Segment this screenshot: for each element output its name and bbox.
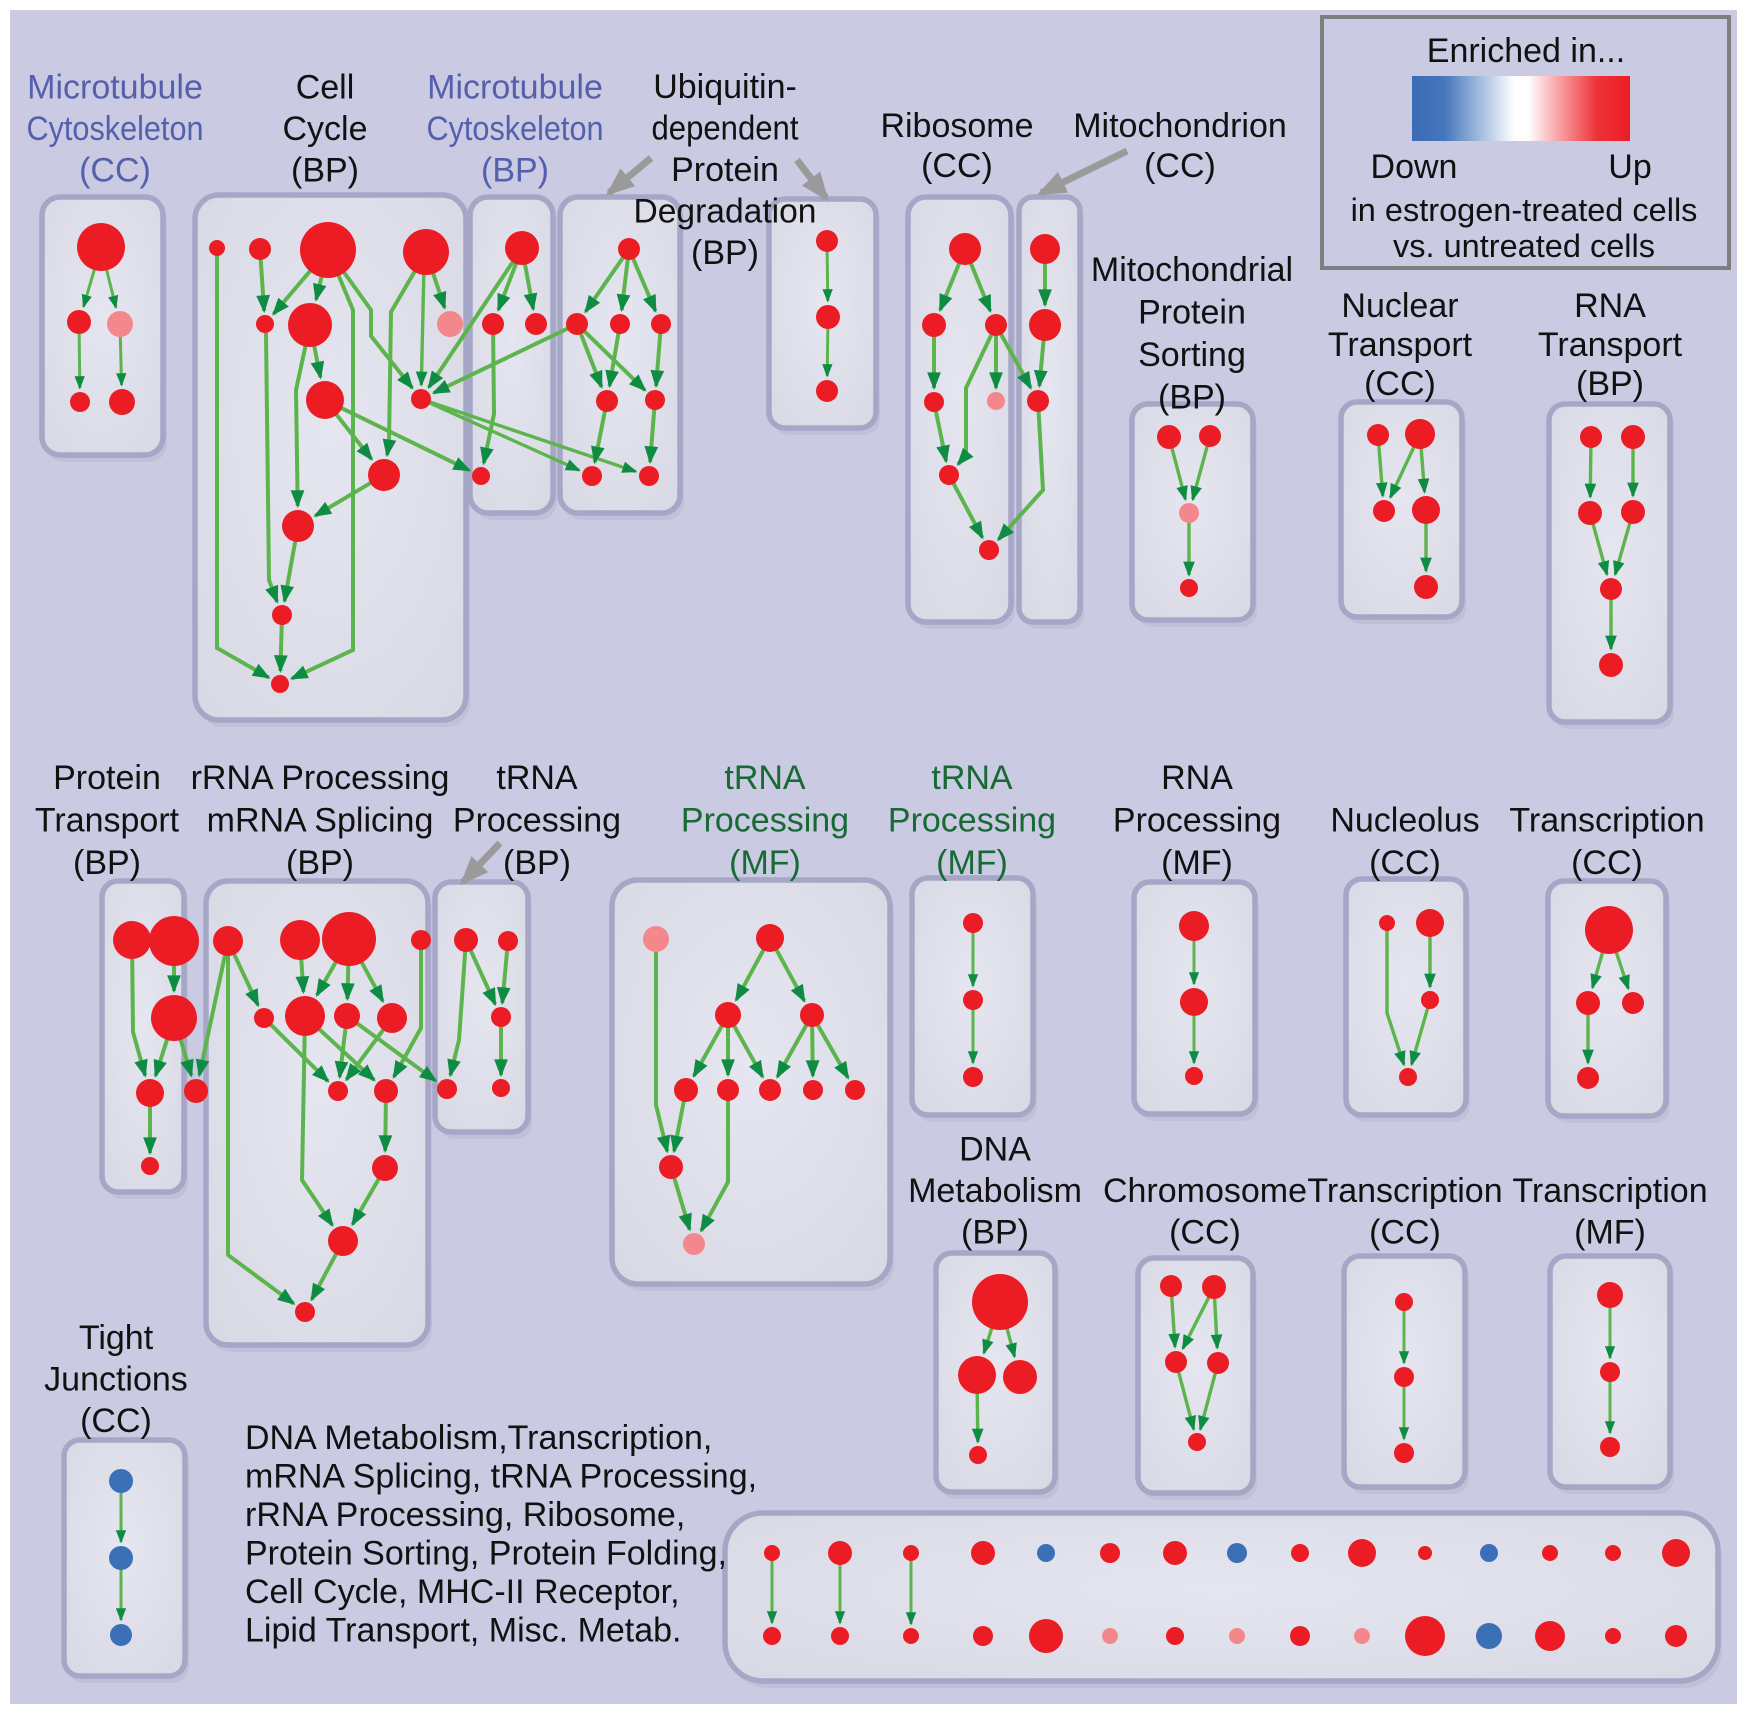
svg-text:(BP): (BP) xyxy=(481,152,549,190)
svg-text:vs. untreated cells: vs. untreated cells xyxy=(1393,228,1655,264)
svg-text:(MF): (MF) xyxy=(1161,844,1233,882)
svg-text:tRNA: tRNA xyxy=(724,759,806,797)
svg-text:(CC): (CC) xyxy=(80,1402,152,1440)
svg-text:(CC): (CC) xyxy=(1144,147,1216,185)
svg-text:tRNA: tRNA xyxy=(496,759,578,797)
svg-text:Transcription: Transcription xyxy=(1512,1172,1707,1210)
svg-text:Transcription: Transcription xyxy=(1509,802,1704,840)
svg-text:Protein: Protein xyxy=(53,759,161,797)
svg-text:(BP): (BP) xyxy=(1576,365,1644,403)
svg-text:mRNA Splicing, tRNA Processing: mRNA Splicing, tRNA Processing, xyxy=(245,1458,757,1496)
svg-text:Microtubule: Microtubule xyxy=(27,69,203,107)
svg-text:Microtubule: Microtubule xyxy=(427,69,603,107)
svg-text:Nucleolus: Nucleolus xyxy=(1330,802,1479,840)
svg-text:Down: Down xyxy=(1371,148,1458,186)
svg-text:(CC): (CC) xyxy=(1571,844,1643,882)
svg-text:(MF): (MF) xyxy=(729,844,801,882)
svg-text:Chromosome: Chromosome xyxy=(1103,1172,1307,1210)
svg-text:Cytoskeleton: Cytoskeleton xyxy=(427,110,604,148)
svg-text:Protein: Protein xyxy=(671,151,779,189)
svg-text:(CC): (CC) xyxy=(1369,844,1441,882)
svg-text:Ubiquitin-: Ubiquitin- xyxy=(653,68,797,106)
svg-text:mRNA Splicing: mRNA Splicing xyxy=(207,802,434,840)
svg-text:(CC): (CC) xyxy=(1364,365,1436,403)
svg-text:(BP): (BP) xyxy=(73,844,141,882)
svg-text:Protein: Protein xyxy=(1138,294,1246,332)
svg-text:Up: Up xyxy=(1608,148,1651,186)
svg-text:Protein Sorting, Protein Foldi: Protein Sorting, Protein Folding, xyxy=(245,1535,727,1573)
svg-text:Transport: Transport xyxy=(1538,326,1683,364)
svg-text:Cell Cycle, MHC-II Receptor,: Cell Cycle, MHC-II Receptor, xyxy=(245,1573,680,1611)
svg-text:Cell: Cell xyxy=(296,69,355,107)
svg-text:Enriched in...: Enriched in... xyxy=(1427,32,1625,70)
svg-text:(CC): (CC) xyxy=(79,152,151,190)
svg-text:(CC): (CC) xyxy=(921,147,993,185)
svg-text:(BP): (BP) xyxy=(286,844,354,882)
svg-text:Metabolism: Metabolism xyxy=(908,1172,1082,1210)
svg-text:RNA: RNA xyxy=(1574,287,1646,325)
svg-text:Processing: Processing xyxy=(888,802,1056,840)
svg-text:Lipid Transport, Misc. Metab.: Lipid Transport, Misc. Metab. xyxy=(245,1612,682,1650)
svg-text:(BP): (BP) xyxy=(691,234,759,272)
svg-text:(CC): (CC) xyxy=(1369,1214,1441,1252)
svg-text:Processing: Processing xyxy=(453,802,621,840)
svg-text:(MF): (MF) xyxy=(1574,1214,1646,1252)
svg-text:Processing: Processing xyxy=(1113,802,1281,840)
svg-text:rRNA Processing, Ribosome,: rRNA Processing, Ribosome, xyxy=(245,1496,685,1534)
svg-text:Cycle: Cycle xyxy=(282,110,367,148)
svg-text:dependent: dependent xyxy=(652,110,799,148)
svg-text:DNA: DNA xyxy=(959,1131,1031,1169)
svg-text:Tight: Tight xyxy=(79,1319,154,1357)
svg-text:(MF): (MF) xyxy=(936,844,1008,882)
svg-text:Mitochondrial: Mitochondrial xyxy=(1091,251,1293,289)
svg-text:Sorting: Sorting xyxy=(1138,336,1246,374)
svg-text:(BP): (BP) xyxy=(291,152,359,190)
svg-text:rRNA Processing: rRNA Processing xyxy=(191,759,450,797)
svg-text:Nuclear: Nuclear xyxy=(1341,287,1458,325)
svg-text:(BP): (BP) xyxy=(1158,379,1226,417)
svg-text:(BP): (BP) xyxy=(503,844,571,882)
svg-text:(CC): (CC) xyxy=(1169,1214,1241,1252)
svg-text:tRNA: tRNA xyxy=(931,759,1013,797)
svg-text:Mitochondrion: Mitochondrion xyxy=(1073,107,1287,145)
svg-text:Degradation: Degradation xyxy=(634,193,817,231)
svg-text:in estrogen-treated cells: in estrogen-treated cells xyxy=(1351,192,1698,228)
svg-text:RNA: RNA xyxy=(1161,759,1233,797)
svg-text:Cytoskeleton: Cytoskeleton xyxy=(27,110,204,148)
svg-text:Ribosome: Ribosome xyxy=(880,107,1033,145)
svg-text:DNA Metabolism,Transcription,: DNA Metabolism,Transcription, xyxy=(245,1419,712,1457)
svg-text:Junctions: Junctions xyxy=(44,1361,188,1399)
svg-text:Processing: Processing xyxy=(681,802,849,840)
svg-text:(BP): (BP) xyxy=(961,1214,1029,1252)
svg-text:Transport: Transport xyxy=(1328,326,1473,364)
svg-text:Transport: Transport xyxy=(35,802,180,840)
svg-text:Transcription: Transcription xyxy=(1307,1172,1502,1210)
